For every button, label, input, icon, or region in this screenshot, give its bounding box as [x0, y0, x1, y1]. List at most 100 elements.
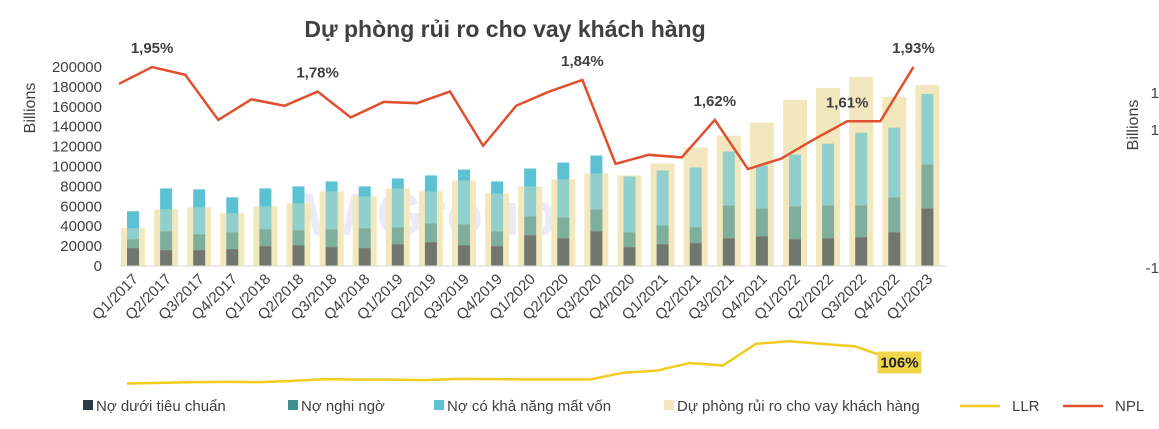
doubtful-debt-bar [491, 231, 504, 247]
npl-line [118, 65, 915, 171]
doubtful-debt-bar [888, 197, 901, 233]
x-axis-ticks: Q1/2017Q2/2017Q3/2017Q4/2017Q1/2018Q2/20… [89, 271, 936, 324]
substandard-debt-bar [391, 244, 404, 266]
legend-label: Nợ nghi ngờ [301, 398, 385, 415]
substandard-debt-bar [325, 247, 338, 266]
provision-bar-overlay [617, 175, 642, 266]
doubtful-debt-bar [259, 229, 272, 247]
provision-bar-overlay [187, 207, 212, 266]
doubtful-debt-bar [656, 225, 669, 245]
provision-bar-overlay [253, 206, 278, 266]
loss-debt-bar [325, 181, 338, 230]
doubtful-debt-bar [424, 223, 437, 243]
loss-debt-bar [888, 127, 901, 198]
npl-data-label: 1,84% [561, 53, 604, 70]
substandard-debt-bar [424, 242, 437, 266]
substandard-debt-bar [259, 246, 272, 266]
doubtful-debt-bar [127, 239, 139, 249]
provision-bar-overlay [518, 186, 543, 266]
provision-bar-overlay [716, 135, 741, 266]
substandard-debt-bar [292, 245, 305, 266]
npl-data-label: 1,61% [826, 94, 869, 111]
provision-bar-overlay [385, 188, 410, 266]
loss-debt-bar [259, 188, 272, 230]
npl-data-label: 1,95% [131, 40, 174, 57]
right-y-axis-title: Billions [1125, 100, 1142, 151]
legend-swatch [664, 400, 674, 410]
right-axis-tick: 1 [1151, 85, 1159, 102]
doubtful-debt-bar [755, 208, 768, 237]
y-tick-label: 200000 [52, 59, 102, 76]
right-axis-tick: -1 [1146, 260, 1159, 277]
legend-label: LLR [1012, 398, 1040, 415]
substandard-debt-bar [789, 239, 801, 266]
doubtful-debt-bar [524, 216, 537, 236]
y-tick-label: 120000 [52, 139, 102, 156]
llr-end-label: 106% [880, 354, 918, 371]
loss-debt-bar [822, 143, 835, 206]
npl-data-label: 1,93% [892, 40, 935, 57]
provision-bar-overlay [220, 213, 245, 266]
llr-end-label-box [877, 351, 922, 374]
doubtful-debt-bar [391, 227, 404, 245]
right-axis-tick: 1 [1151, 122, 1159, 139]
legend-label: Dự phòng rủi ro cho vay khách hàng [677, 398, 920, 415]
provision-bar-overlay [816, 87, 841, 267]
loss-debt-bar [921, 93, 934, 165]
provision-bar-overlay [783, 99, 807, 267]
loss-debt-bar [722, 151, 735, 206]
doubtful-debt-bar [557, 217, 570, 239]
substandard-debt-bar [458, 245, 470, 266]
substandard-debt-bar [358, 248, 371, 266]
substandard-debt-bar [921, 208, 934, 266]
legend-label: Nợ có khả năng mất vốn [447, 398, 611, 415]
doubtful-debt-bar [226, 232, 239, 250]
doubtful-debt-bar [193, 234, 206, 251]
legend-swatch [288, 400, 298, 410]
doubtful-debt-bar [590, 209, 603, 232]
loss-debt-bar [689, 167, 702, 228]
substandard-debt-bar [193, 250, 206, 266]
provision-bar-overlay [882, 96, 907, 266]
loss-debt-bar [458, 169, 470, 225]
loss-debt-bar [590, 155, 603, 210]
provision-bar-overlay [352, 196, 377, 266]
y-tick-label: 40000 [60, 218, 102, 235]
doubtful-debt-bar [292, 230, 305, 246]
substandard-debt-bar [160, 250, 173, 266]
loss-debt-bar [789, 154, 801, 207]
provision-bar-overlay [551, 179, 576, 266]
doubtful-debt-bar [789, 206, 801, 240]
substandard-debt-bar [590, 231, 603, 266]
substandard-debt-bar [623, 247, 636, 266]
substandard-debt-bar [722, 238, 735, 266]
provision-bar-overlay [915, 84, 940, 266]
provision-bar-overlay [584, 173, 609, 266]
npl-data-label: 1,78% [296, 65, 339, 82]
substandard-debt-bar [656, 244, 669, 266]
y-tick-label: 100000 [52, 159, 102, 176]
substandard-debt-bar [127, 248, 139, 266]
provision-bar-overlay [286, 203, 311, 266]
y-tick-label: 60000 [60, 198, 102, 215]
doubtful-debt-bar [722, 205, 735, 239]
doubtful-debt-bar [160, 231, 173, 251]
substandard-debt-bar [755, 236, 768, 266]
y-tick-label: 180000 [52, 79, 102, 96]
loss-debt-bar [358, 186, 371, 229]
substandard-debt-bar [524, 235, 537, 266]
loss-debt-bar [524, 168, 537, 217]
bars-layer [121, 76, 940, 267]
substandard-debt-bar [689, 243, 702, 266]
substandard-debt-bar [557, 238, 570, 266]
loss-debt-bar [424, 175, 437, 224]
y-tick-label: 140000 [52, 119, 102, 136]
loss-debt-bar [623, 176, 636, 233]
llr-line [126, 340, 922, 385]
doubtful-debt-bar [689, 227, 702, 244]
legend-swatch [83, 400, 93, 410]
doubtful-debt-bar [921, 164, 934, 209]
npl-data-label: 1,62% [694, 93, 737, 110]
doubtful-debt-bar [458, 224, 470, 246]
